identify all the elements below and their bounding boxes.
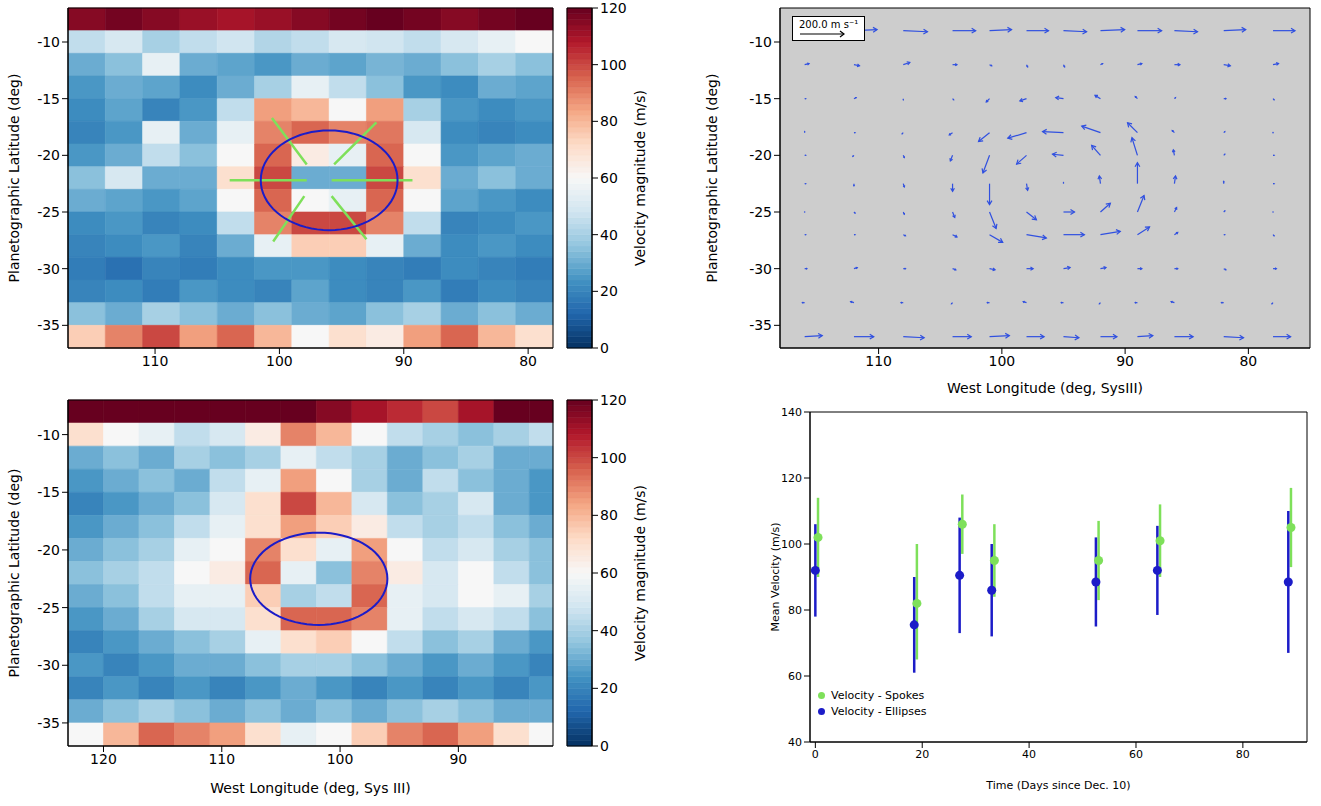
html-text:Velocity - Ellipses: Velocity - Ellipses [831, 704, 927, 718]
svg-text:20: 20 [915, 748, 929, 761]
html-text:200.0 m s⁻¹: 200.0 m s⁻¹ [799, 19, 859, 30]
svg-text:110: 110 [142, 353, 169, 369]
svg-text:80: 80 [788, 604, 802, 617]
svg-text:80: 80 [600, 113, 618, 129]
svg-text:40: 40 [1022, 748, 1036, 761]
svg-text:-15: -15 [749, 91, 772, 107]
svg-text:40: 40 [600, 227, 618, 243]
svg-text:-25: -25 [749, 204, 772, 220]
svg-text:-10: -10 [37, 34, 60, 50]
html-text:Planetographic Latitude (deg): Planetographic Latitude (deg) [6, 73, 22, 283]
svg-text:-35: -35 [37, 317, 60, 333]
svg-text:-30: -30 [749, 261, 772, 277]
svg-text:20: 20 [600, 283, 618, 299]
svg-text:-30: -30 [37, 657, 60, 673]
svg-text:80: 80 [1236, 748, 1250, 761]
svg-text:110: 110 [865, 353, 892, 369]
svg-text:-15: -15 [37, 484, 60, 500]
svg-text:-20: -20 [749, 147, 772, 163]
svg-text:140: 140 [781, 406, 802, 419]
svg-text:0: 0 [812, 748, 819, 761]
svg-text:120: 120 [600, 0, 627, 16]
svg-text:0: 0 [600, 340, 609, 356]
html-text:West Longitude (deg, Sys III): West Longitude (deg, Sys III) [210, 780, 411, 796]
svg-text:-35: -35 [37, 715, 60, 731]
svg-text:80: 80 [600, 507, 618, 523]
svg-text:100: 100 [327, 751, 354, 767]
html-text:Planetographic Latitude (deg): Planetographic Latitude (deg) [704, 73, 720, 283]
svg-text:90: 90 [1116, 353, 1134, 369]
svg-text:-15: -15 [37, 91, 60, 107]
svg-text:90: 90 [449, 751, 467, 767]
svg-text:90: 90 [395, 353, 413, 369]
html-text:Time (Days since Dec. 10): Time (Days since Dec. 10) [986, 778, 1131, 792]
svg-text:-10: -10 [37, 427, 60, 443]
svg-text:80: 80 [519, 353, 537, 369]
svg-text:40: 40 [788, 736, 802, 749]
svg-text:100: 100 [988, 353, 1015, 369]
html-text:Velocity magnitude (m/s): Velocity magnitude (m/s) [632, 89, 648, 267]
svg-text:20: 20 [600, 680, 618, 696]
svg-text:-20: -20 [37, 147, 60, 163]
html-text:Velocity - Spokes: Velocity - Spokes [831, 688, 925, 702]
html-text:Mean Velocity (m/s): Mean Velocity (m/s) [768, 522, 782, 632]
svg-text:-10: -10 [749, 34, 772, 50]
svg-text:60: 60 [600, 565, 618, 581]
svg-text:0: 0 [600, 738, 609, 754]
svg-text:-25: -25 [37, 600, 60, 616]
svg-text:80: 80 [1239, 353, 1257, 369]
svg-text:-30: -30 [37, 261, 60, 277]
svg-text:120: 120 [600, 393, 627, 408]
html-text:West Longitude (deg, SysIII): West Longitude (deg, SysIII) [947, 380, 1143, 396]
svg-text:100: 100 [781, 538, 802, 551]
svg-text:60: 60 [600, 170, 618, 186]
svg-text:100: 100 [600, 57, 627, 73]
svg-text:60: 60 [1129, 748, 1143, 761]
svg-text:120: 120 [90, 751, 117, 767]
svg-text:100: 100 [600, 450, 627, 466]
svg-text:-25: -25 [37, 204, 60, 220]
svg-text:120: 120 [781, 472, 802, 485]
svg-text:100: 100 [266, 353, 293, 369]
svg-text:-20: -20 [37, 542, 60, 558]
html-text:Velocity magnitude (m/s): Velocity magnitude (m/s) [632, 484, 648, 662]
svg-text:40: 40 [600, 623, 618, 639]
svg-text:-35: -35 [749, 317, 772, 333]
svg-text:110: 110 [208, 751, 235, 767]
html-text:Planetographic Latitude (deg): Planetographic Latitude (deg) [6, 468, 22, 678]
svg-text:60: 60 [788, 670, 802, 683]
